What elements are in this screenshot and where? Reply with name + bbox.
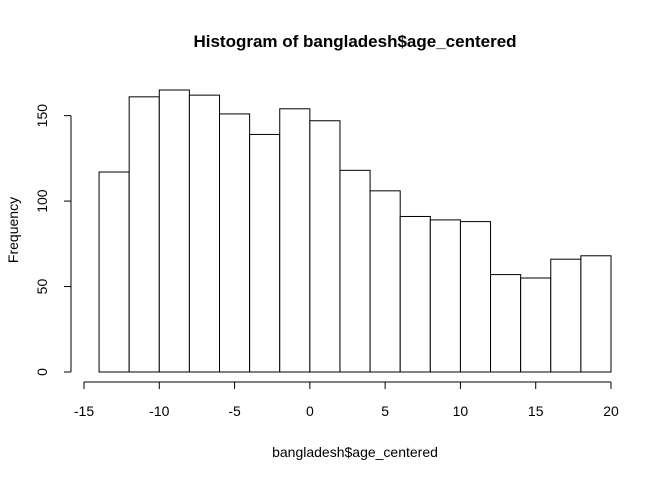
x-tick-label: 10 [453,403,469,419]
x-tick-label: 20 [603,403,619,419]
x-tick-label: 0 [306,403,314,419]
histogram-bar [158,89,190,373]
histogram-bar [369,190,401,373]
x-tick-label: 15 [528,403,544,419]
histogram-bar [188,94,221,373]
y-tick-label: 0 [34,368,50,376]
bars [98,89,612,373]
chart-title: Histogram of bangladesh$age_centered [193,32,516,51]
x-tick-label: -5 [228,403,241,419]
y-tick-label: 150 [34,104,50,128]
histogram-bar [550,258,582,373]
y-tick-label: 100 [34,189,50,213]
x-axis: -15 -10 -5 0 5 10 15 20 [74,381,619,419]
histogram-bar [339,169,371,373]
histogram-bar [219,113,251,373]
histogram-bar [98,171,130,373]
x-axis-label: bangladesh$age_centered [272,444,438,460]
histogram-bar [399,215,431,373]
histogram-bar [459,221,492,373]
histogram-bar [249,133,281,373]
histogram-bar [490,274,522,373]
x-tick-label: -10 [149,403,169,419]
histogram-bar [580,255,612,373]
histogram-bar [429,219,461,373]
histogram-bar [128,96,160,373]
y-tick-label: 50 [34,279,50,295]
x-tick-label: 5 [381,403,389,419]
y-axis-label: Frequency [5,197,21,263]
x-tick-label: -15 [74,403,94,419]
histogram-bar [279,108,311,373]
histogram-bar [309,120,341,373]
histogram-bar [520,277,552,373]
y-axis: 0 50 100 150 [34,104,72,376]
